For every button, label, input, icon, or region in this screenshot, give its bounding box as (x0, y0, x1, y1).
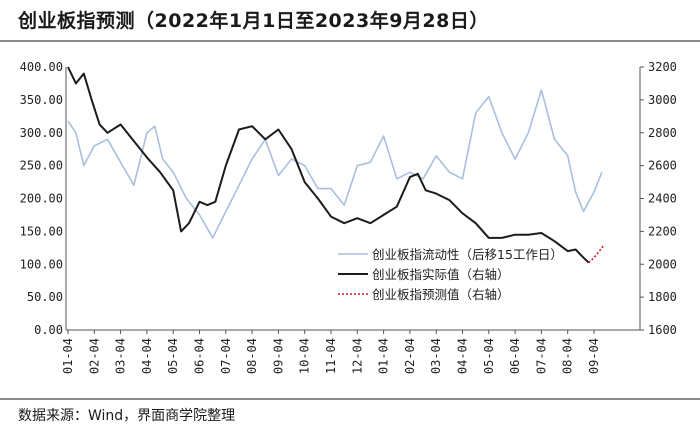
x-tick-label: 01-04 (377, 338, 391, 374)
legend: 创业板指流动性（后移15工作日） 创业板指实际值（右轴） 创业板指预测值（右轴） (338, 247, 563, 302)
right-tick-label: 2600 (648, 159, 677, 173)
x-tick-label: 12-04 (350, 338, 364, 374)
x-tick-label: 05-04 (482, 338, 496, 374)
x-tick-label: 06-04 (193, 338, 207, 374)
x-tick-label: 05-04 (166, 338, 180, 374)
series-group (67, 66, 606, 264)
legend-label-1: 创业板指实际值（右轴） (372, 267, 510, 282)
left-tick-label: 250.00 (20, 159, 63, 173)
series-line-2 (588, 244, 606, 264)
left-axis: 0.00 50.00 100.00 150.00 200.00 250.00 300.00 3… (20, 60, 63, 337)
right-axis: 1600 1800 2000 2200 2400 2600 2800 3000 3200 (640, 60, 677, 337)
right-tick-label: 2200 (648, 224, 677, 238)
x-tick-label: 04-04 (140, 338, 154, 374)
source-divider (0, 398, 700, 400)
x-tick-label: 11-04 (324, 338, 338, 374)
right-tick-label: 2800 (648, 126, 677, 140)
x-tick-label: 09-04 (271, 338, 285, 374)
x-tick-label: 07-04 (534, 338, 548, 374)
source-note: 数据来源：Wind，界面商学院整理 (18, 408, 236, 424)
x-tick-label: 06-04 (508, 338, 522, 374)
right-tick-label: 2400 (648, 192, 677, 206)
right-tick-label: 2000 (648, 257, 677, 271)
right-tick-label: 1600 (648, 323, 677, 337)
right-tick-label: 3000 (648, 93, 677, 107)
plot-frame (65, 67, 641, 331)
x-tick-label: 03-04 (429, 338, 443, 374)
left-tick-label: 0.00 (34, 323, 63, 337)
x-tick-label: 08-04 (245, 338, 259, 374)
chart-title: 创业板指预测（2022年1月1日至2023年9月28日） (18, 10, 489, 32)
x-tick-label: 01-04 (61, 338, 75, 374)
series-line-0 (67, 89, 603, 239)
x-tick-label: 02-04 (403, 338, 417, 374)
x-tick-label: 09-04 (587, 338, 601, 374)
x-tick-label: 08-04 (561, 338, 575, 374)
left-tick-label: 400.00 (20, 60, 63, 74)
x-tick-label: 10-04 (298, 338, 312, 374)
right-tick-label: 3200 (648, 60, 677, 74)
x-tick-label: 07-04 (219, 338, 233, 374)
x-tick-label: 03-04 (114, 338, 128, 374)
left-tick-label: 350.00 (20, 93, 63, 107)
title-divider (0, 40, 700, 42)
series-line-1 (67, 66, 590, 264)
legend-label-0: 创业板指流动性（后移15工作日） (372, 247, 563, 262)
left-tick-label: 100.00 (20, 257, 63, 271)
right-tick-label: 1800 (648, 290, 677, 304)
left-tick-label: 300.00 (20, 126, 63, 140)
x-axis: 01-04 02-04 03-04 04-04 05-04 06-04 07-04 08-04… (61, 330, 601, 374)
left-tick-label: 200.00 (20, 192, 63, 206)
x-tick-label: 02-04 (87, 338, 101, 374)
x-tick-label: 04-04 (456, 338, 470, 374)
legend-label-2: 创业板指预测值（右轴） (372, 287, 510, 302)
left-tick-label: 150.00 (20, 224, 63, 238)
left-tick-label: 50.00 (27, 290, 63, 304)
